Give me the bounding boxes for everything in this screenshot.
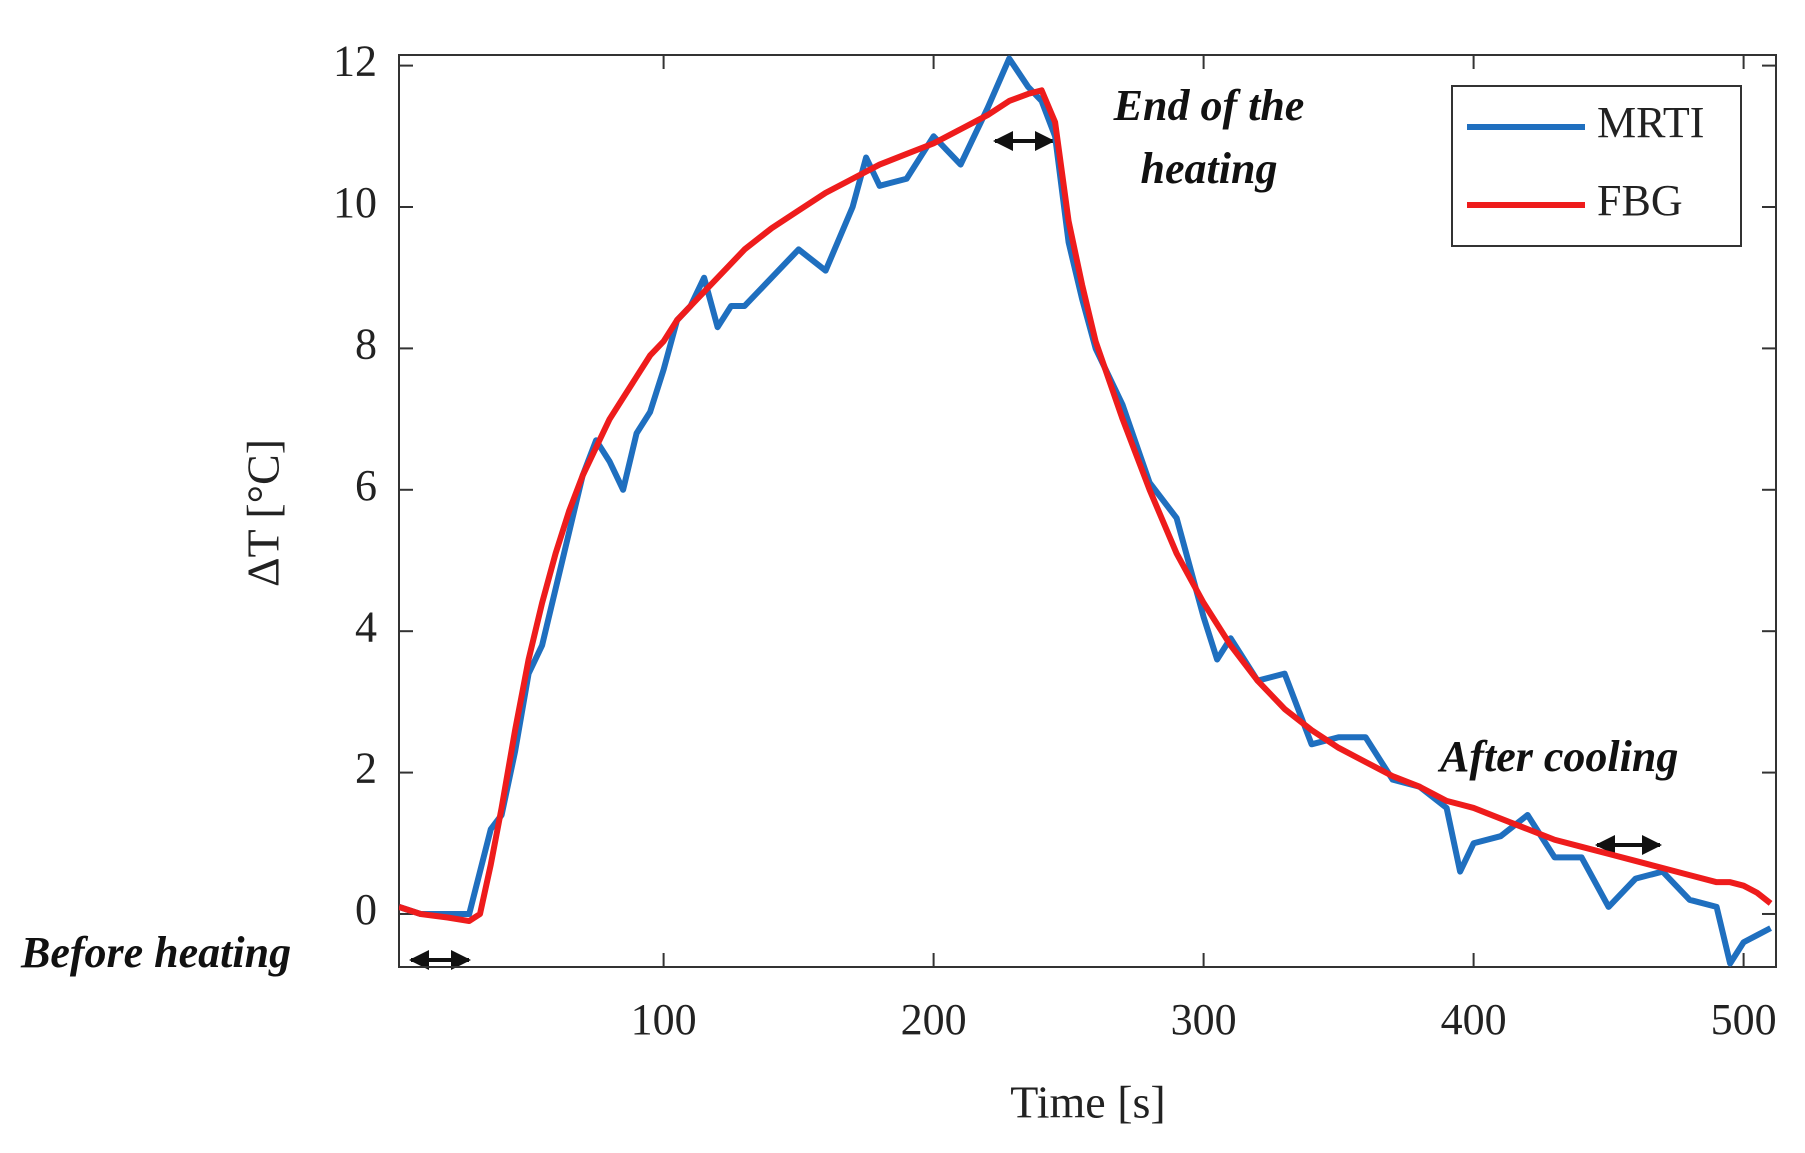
x-tick-label: 400 <box>1441 995 1507 1044</box>
x-axis-title: Time [s] <box>1010 1077 1166 1128</box>
y-tick-label: 8 <box>355 319 377 368</box>
y-tick-label: 10 <box>333 178 377 227</box>
plot-frame <box>398 54 1777 968</box>
legend-box <box>1451 85 1742 247</box>
y-tick-label: 6 <box>355 461 377 510</box>
x-tick-label: 300 <box>1171 995 1237 1044</box>
annotation: Before heating <box>20 928 291 977</box>
annotation: End of the <box>1113 81 1305 130</box>
annotation: After cooling <box>1437 732 1678 781</box>
series-line <box>399 87 1773 925</box>
y-tick-label: 2 <box>355 744 377 793</box>
x-tick-label: 200 <box>901 995 967 1044</box>
y-tick-label: 4 <box>355 602 377 651</box>
legend-label: FBG <box>1597 176 1683 225</box>
x-tick-label: 500 <box>1711 995 1777 1044</box>
y-tick-label: 0 <box>355 885 377 934</box>
y-tick-label: 12 <box>333 37 377 86</box>
annotation: heating <box>1141 144 1278 193</box>
legend-label: MRTI <box>1597 98 1704 147</box>
x-tick-label: 100 <box>631 995 697 1044</box>
y-axis-title: ΔT [°C] <box>238 439 289 587</box>
